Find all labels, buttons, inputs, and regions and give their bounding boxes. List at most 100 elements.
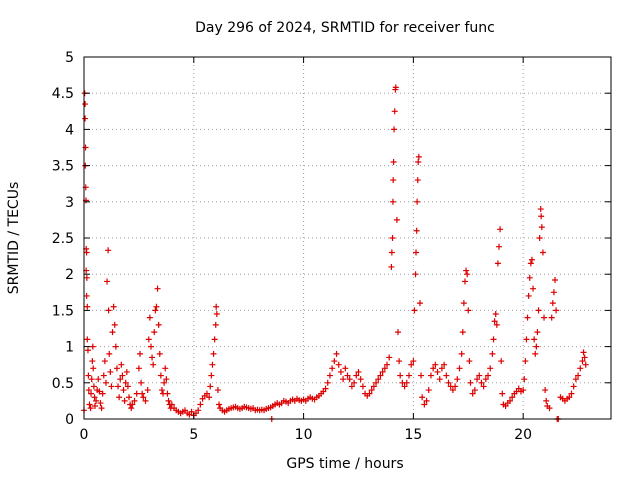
data-point (91, 402, 98, 409)
data-point (379, 368, 386, 375)
data-point (102, 379, 109, 386)
data-point (538, 213, 545, 220)
data-point (548, 314, 555, 321)
data-point (575, 372, 582, 379)
data-point (82, 115, 89, 122)
data-point (388, 249, 395, 256)
data-point (413, 249, 420, 256)
data-point (152, 307, 159, 314)
data-point (91, 394, 98, 401)
data-point (521, 376, 528, 383)
data-point (142, 397, 149, 404)
data-point (112, 343, 119, 350)
data-point (329, 365, 336, 372)
data-point (324, 379, 331, 386)
data-point (344, 372, 351, 379)
data-point (539, 249, 546, 256)
data-point (384, 361, 391, 368)
data-point (459, 329, 466, 336)
data-point (135, 365, 142, 372)
data-point (397, 372, 404, 379)
data-point (104, 278, 111, 285)
x-tick-label: 10 (295, 427, 313, 443)
data-point (211, 336, 218, 343)
y-tick-label: 1 (65, 340, 74, 356)
data-point (88, 376, 95, 383)
data-point (443, 372, 450, 379)
grid (84, 57, 611, 419)
data-point (533, 343, 540, 350)
data-point (454, 376, 461, 383)
data-point (113, 365, 120, 372)
data-point (212, 321, 219, 328)
data-point (580, 349, 587, 356)
y-tick-label: 4.5 (52, 86, 74, 102)
data-point (359, 383, 366, 390)
data-point (566, 394, 573, 401)
data-point (368, 387, 375, 394)
data-point (528, 256, 535, 263)
data-point (582, 361, 589, 368)
data-point (83, 274, 90, 281)
data-point (530, 285, 537, 292)
data-point (158, 387, 165, 394)
data-point (408, 361, 415, 368)
y-tick-label: 0.5 (52, 376, 74, 392)
data-point (493, 321, 500, 328)
data-point (418, 372, 425, 379)
data-point (155, 321, 162, 328)
data-point (489, 350, 496, 357)
data-point (83, 249, 90, 256)
data-point (393, 216, 400, 223)
data-point (164, 390, 171, 397)
data-point (377, 372, 384, 379)
data-point (96, 388, 103, 395)
y-tick-label: 0 (65, 412, 74, 428)
data-point (105, 307, 112, 314)
data-point (85, 372, 92, 379)
data-point (474, 376, 481, 383)
data-point (348, 383, 355, 390)
y-tick-label: 2 (65, 267, 74, 283)
data-point (156, 350, 163, 357)
data-point (208, 372, 215, 379)
data-point (131, 397, 138, 404)
data-point (82, 144, 89, 151)
data-point (133, 390, 140, 397)
data-point (82, 101, 89, 108)
data-point (456, 365, 463, 372)
data-point (549, 300, 556, 307)
data-point (524, 314, 531, 321)
data-point (106, 350, 113, 357)
y-tick-label: 4 (65, 122, 74, 138)
data-point (570, 383, 577, 390)
x-tick-label: 5 (189, 427, 198, 443)
data-point (147, 343, 154, 350)
data-point (346, 376, 353, 383)
data-point (522, 358, 529, 365)
data-point (395, 329, 402, 336)
data-point (413, 227, 420, 234)
y-axis-label: SRMTID / TECUs (6, 182, 22, 295)
data-point (538, 224, 545, 231)
data-point (482, 376, 489, 383)
data-point (476, 372, 483, 379)
data-point (438, 365, 445, 372)
data-point (478, 379, 485, 386)
data-point (553, 307, 560, 314)
data-point (552, 276, 559, 283)
data-point (415, 158, 422, 165)
data-point (118, 361, 125, 368)
data-point (434, 368, 441, 375)
x-tick-label: 0 (80, 427, 89, 443)
data-point (85, 387, 92, 394)
data-point (523, 336, 530, 343)
data-point (107, 368, 114, 375)
data-point (129, 401, 136, 408)
data-point (153, 303, 160, 310)
data-point (116, 394, 123, 401)
data-point (108, 383, 115, 390)
data-point (162, 365, 169, 372)
data-point (110, 303, 117, 310)
data-point (525, 292, 532, 299)
